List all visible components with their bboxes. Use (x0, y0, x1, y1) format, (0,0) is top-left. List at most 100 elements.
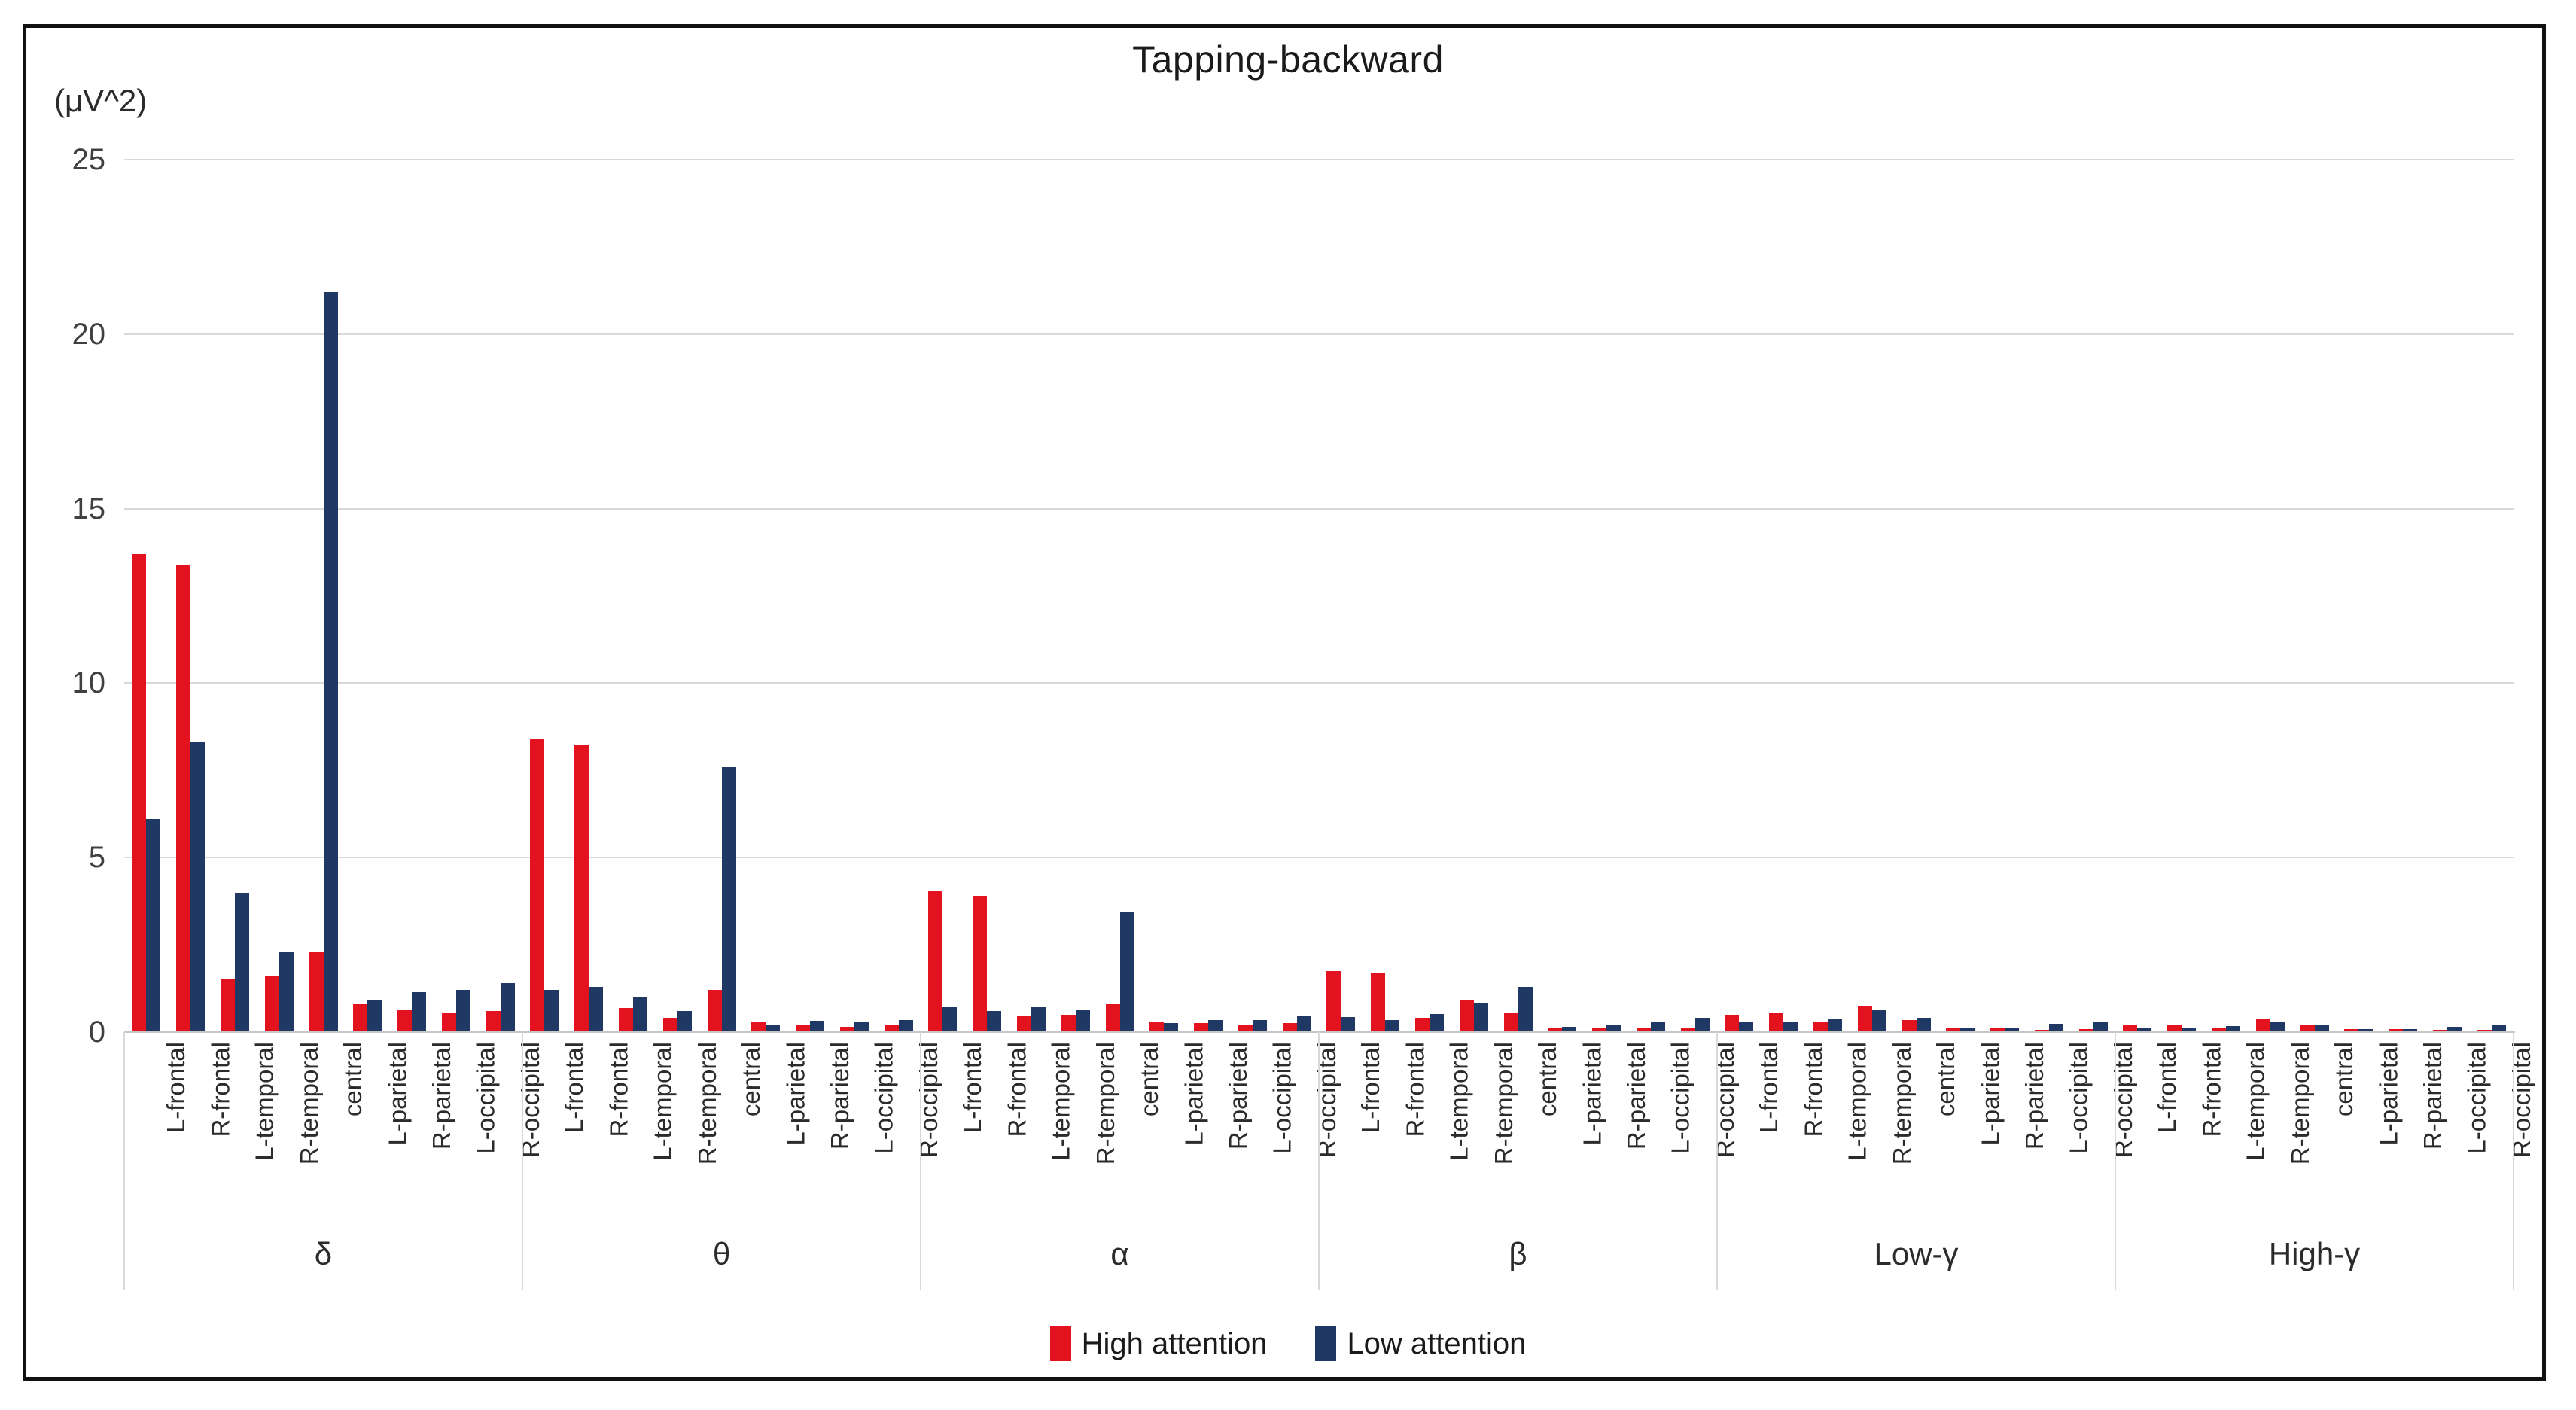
legend: High attention Low attention (0, 1326, 2576, 1361)
bar-low-attention-High-γ-L-frontal (2137, 1028, 2152, 1032)
bar-high-attention-High-γ-R-frontal (2167, 1025, 2182, 1032)
category-label-text: L-frontal (162, 1042, 190, 1134)
bar-high-attention-α-L-temporal (1016, 1016, 1031, 1032)
category-label-text: R-frontal (604, 1042, 633, 1137)
bar-high-attention-θ-R-occipital (884, 1025, 899, 1032)
category-label-text: L-occipital (471, 1042, 500, 1154)
category-label-text: R-temporal (693, 1042, 721, 1165)
bar-low-attention-α-R-occipital (1296, 1016, 1311, 1032)
category-label-text: R-frontal (1401, 1042, 1430, 1137)
category-label-text: L-occipital (1268, 1042, 1296, 1154)
bar-low-attention-δ-L-parietal (367, 1000, 382, 1032)
y-tick-label-20: 20 (72, 317, 106, 351)
bar-high-attention-α-R-frontal (973, 896, 988, 1032)
bar-low-attention-θ-L-temporal (632, 997, 647, 1032)
bar-high-attention-δ-R-occipital (486, 1011, 501, 1032)
bar-low-attention-α-L-occipital (1252, 1020, 1267, 1032)
category-label-text: L-parietal (1578, 1042, 1606, 1146)
bar-low-attention-δ-L-frontal (146, 819, 161, 1032)
bar-high-attention-High-γ-L-frontal (2123, 1025, 2138, 1032)
bar-high-attention-α-central (1105, 1004, 1120, 1032)
bar-high-attention-θ-L-temporal (618, 1008, 633, 1032)
bar-high-attention-θ-L-occipital (839, 1027, 854, 1032)
legend-swatch-low-attention-icon (1315, 1326, 1337, 1361)
bar-high-attention-δ-R-frontal (176, 565, 191, 1032)
bar-high-attention-High-γ-R-temporal (2255, 1019, 2270, 1032)
category-label-text: L-occipital (1666, 1042, 1694, 1154)
bar-high-attention-θ-R-parietal (796, 1025, 811, 1032)
category-label-text: R-parietal (2419, 1042, 2447, 1150)
bar-high-attention-θ-R-frontal (574, 745, 589, 1032)
category-label-text: L-temporal (1843, 1042, 1871, 1161)
category-label-text: R-frontal (1799, 1042, 1828, 1137)
category-label-text: central (1135, 1042, 1164, 1117)
bar-low-attention-β-R-occipital (1694, 1018, 1710, 1032)
y-tick-label-10: 10 (72, 666, 106, 700)
bar-high-attention-β-R-occipital (1680, 1028, 1695, 1032)
category-label-text: R-parietal (2020, 1042, 2049, 1150)
category-label-text: L-occipital (2064, 1042, 2093, 1154)
category-label-text: L-temporal (250, 1042, 279, 1161)
category-label-text: R-temporal (2285, 1042, 2314, 1165)
bar-high-attention-α-L-occipital (1238, 1025, 1253, 1032)
bar-low-attention-Low-γ-L-parietal (1960, 1028, 1975, 1032)
bar-low-attention-α-L-temporal (1031, 1007, 1046, 1032)
category-label-text: R-occipital (914, 1042, 942, 1159)
bar-low-attention-α-central (1119, 912, 1134, 1032)
group-separator (920, 1032, 921, 1290)
bar-high-attention-Low-γ-L-frontal (1725, 1015, 1740, 1032)
bar-high-attention-β-R-frontal (1371, 973, 1386, 1032)
category-label-text: central (2330, 1042, 2358, 1117)
legend-label-low-attention: Low attention (1347, 1326, 1527, 1360)
group-label-β: β (1509, 1236, 1527, 1271)
group-separator (123, 1032, 125, 1290)
bar-high-attention-High-γ-L-parietal (2344, 1029, 2359, 1032)
bar-low-attention-High-γ-L-parietal (2358, 1029, 2374, 1032)
bar-low-attention-High-γ-L-occipital (2447, 1027, 2462, 1032)
bar-high-attention-δ-R-parietal (397, 1010, 413, 1032)
legend-swatch-high-attention-icon (1049, 1326, 1071, 1361)
bar-high-attention-High-γ-R-parietal (2389, 1029, 2404, 1032)
y-tick-label-0: 0 (88, 1016, 105, 1049)
group-separator (2513, 1032, 2514, 1290)
category-label-text: L-frontal (2153, 1042, 2182, 1134)
bar-high-attention-α-R-occipital (1282, 1023, 1297, 1032)
bar-high-attention-α-R-temporal (1061, 1015, 1076, 1032)
gridline-y-5 (124, 857, 2514, 859)
bar-high-attention-Low-γ-L-parietal (1946, 1028, 1961, 1032)
category-label-text: R-occipital (1710, 1042, 1739, 1159)
bar-low-attention-θ-R-temporal (677, 1011, 692, 1032)
category-label-text: R-frontal (206, 1042, 235, 1137)
bar-low-attention-δ-R-temporal (279, 952, 294, 1032)
bar-high-attention-δ-L-occipital (441, 1013, 456, 1032)
bar-low-attention-δ-R-parietal (412, 992, 427, 1032)
bar-high-attention-β-L-occipital (1636, 1028, 1651, 1032)
group-label-α: α (1110, 1236, 1129, 1271)
chart-title: Tapping-backward (1132, 38, 1444, 81)
category-label-text: L-frontal (1357, 1042, 1385, 1134)
bar-high-attention-β-R-parietal (1592, 1028, 1607, 1032)
bar-low-attention-Low-γ-R-frontal (1783, 1022, 1798, 1032)
bar-low-attention-Low-γ-central (1916, 1018, 1931, 1032)
group-label-High-γ: High-γ (2268, 1236, 2361, 1271)
category-label-text: R-parietal (1224, 1042, 1253, 1150)
bar-high-attention-δ-L-parietal (353, 1004, 368, 1032)
y-axis-unit-label: (μV^2) (54, 83, 148, 118)
category-label-text: R-temporal (1091, 1042, 1119, 1165)
bar-low-attention-δ-L-occipital (455, 990, 470, 1032)
bar-high-attention-δ-L-temporal (220, 979, 235, 1032)
bar-high-attention-α-R-parietal (1194, 1023, 1209, 1032)
category-label-text: L-temporal (648, 1042, 677, 1161)
bar-low-attention-θ-R-parietal (810, 1021, 825, 1032)
category-label-text: L-temporal (1445, 1042, 1473, 1161)
bar-high-attention-δ-R-temporal (264, 976, 279, 1032)
bar-low-attention-High-γ-R-temporal (2270, 1022, 2285, 1032)
bar-low-attention-α-R-temporal (1075, 1010, 1090, 1032)
bar-low-attention-θ-central (721, 767, 736, 1032)
chart-outer-border (23, 24, 2546, 1381)
bar-low-attention-High-γ-R-parietal (2403, 1029, 2418, 1032)
legend-item-high-attention: High attention (1049, 1326, 1267, 1361)
bar-high-attention-High-γ-L-occipital (2432, 1030, 2447, 1032)
bar-high-attention-Low-γ-central (1902, 1020, 1917, 1032)
category-label-text: R-parietal (826, 1042, 854, 1150)
